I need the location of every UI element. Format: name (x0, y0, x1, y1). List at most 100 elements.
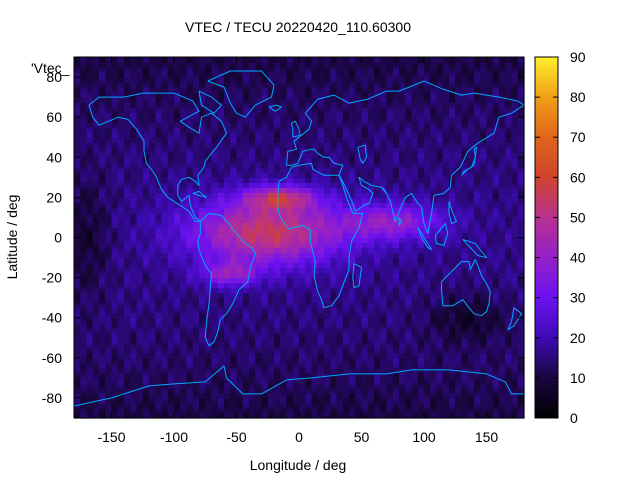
heat-cell (330, 272, 338, 279)
heat-cell (486, 132, 494, 138)
heat-cell (255, 322, 263, 329)
heat-cell (517, 232, 525, 239)
heat-cell (286, 182, 294, 188)
heat-cell (430, 72, 438, 78)
heat-cell (430, 92, 438, 98)
heat-cell (117, 147, 125, 153)
heat-cell (311, 72, 319, 78)
heat-cell (474, 257, 481, 264)
heat-cell (161, 142, 169, 148)
heat-cell (155, 342, 163, 349)
heat-cell (311, 357, 319, 364)
heat-cell (305, 317, 313, 324)
heat-cell (330, 247, 338, 254)
heat-cell (367, 342, 375, 349)
heat-cell (367, 232, 375, 239)
heat-cell (467, 282, 475, 289)
heat-cell (230, 307, 238, 314)
heat-cell (111, 142, 119, 148)
heat-cell (117, 177, 125, 183)
heat-cell (424, 242, 431, 249)
heat-cell (467, 172, 475, 178)
heat-cell (161, 92, 169, 98)
heat-cell (324, 387, 331, 394)
heat-cell (317, 242, 325, 249)
heat-cell (174, 352, 181, 359)
heat-cell (80, 172, 88, 178)
heat-cell (149, 142, 156, 148)
heat-cell (461, 252, 469, 259)
heat-cell (192, 347, 200, 354)
heat-cell (161, 312, 169, 319)
heat-cell (255, 112, 263, 118)
heat-cell (442, 347, 450, 354)
heat-cell (511, 332, 519, 339)
heat-cell (367, 177, 375, 183)
heat-cell (474, 272, 481, 279)
heat-cell (324, 367, 331, 374)
heat-cell (386, 212, 394, 219)
heat-cell (455, 267, 463, 274)
heat-cell (405, 222, 413, 229)
heat-cell (480, 132, 488, 138)
heat-cell (449, 352, 456, 359)
heat-cell (349, 292, 356, 299)
heat-cell (511, 122, 519, 128)
heat-cell (224, 222, 231, 229)
heat-cell (255, 342, 263, 349)
heat-cell (486, 357, 494, 364)
heat-cell (317, 407, 325, 414)
heat-cell (92, 207, 100, 214)
heat-cell (280, 242, 288, 249)
heat-cell (442, 387, 450, 394)
heat-cell (330, 202, 338, 209)
heat-cell (305, 187, 313, 193)
heat-cell (411, 382, 419, 389)
heat-cell (117, 207, 125, 214)
heat-cell (149, 157, 156, 163)
heat-cell (467, 177, 475, 183)
heat-cell (361, 217, 369, 224)
heat-cell (167, 157, 175, 163)
heat-cell (249, 127, 256, 133)
heat-cell (174, 107, 181, 113)
heat-cell (474, 222, 481, 229)
heat-cell (324, 372, 331, 379)
heat-cell (105, 92, 113, 98)
heat-cell (174, 332, 181, 339)
heat-cell (180, 97, 188, 103)
heat-cell (505, 392, 513, 399)
heat-cell (399, 187, 406, 193)
heat-cell (486, 397, 494, 404)
heat-cell (230, 217, 238, 224)
heat-cell (380, 202, 388, 209)
heat-cell (492, 107, 500, 113)
heat-cell (99, 107, 106, 113)
heat-cell (286, 412, 294, 419)
heat-cell (317, 147, 325, 153)
heat-cell (105, 147, 113, 153)
heat-cell (505, 177, 513, 183)
heat-cell (105, 332, 113, 339)
heat-cell (161, 407, 169, 414)
heat-cell (124, 252, 131, 259)
heat-cell (74, 77, 81, 83)
heat-cell (280, 277, 288, 284)
heat-cell (186, 392, 194, 399)
heat-cell (155, 252, 163, 259)
heat-cell (142, 197, 150, 203)
heat-cell (474, 82, 481, 88)
heat-cell (92, 362, 100, 369)
heat-cell (142, 397, 150, 404)
heat-cell (511, 182, 519, 188)
heat-cell (349, 302, 356, 309)
heat-cell (517, 317, 525, 324)
heat-cell (180, 222, 188, 229)
heat-cell (311, 142, 319, 148)
heat-cell (286, 212, 294, 219)
heat-cell (392, 327, 400, 334)
heat-cell (161, 352, 169, 359)
heat-cell (386, 167, 394, 173)
heat-cell (305, 132, 313, 138)
heat-cell (449, 377, 456, 384)
